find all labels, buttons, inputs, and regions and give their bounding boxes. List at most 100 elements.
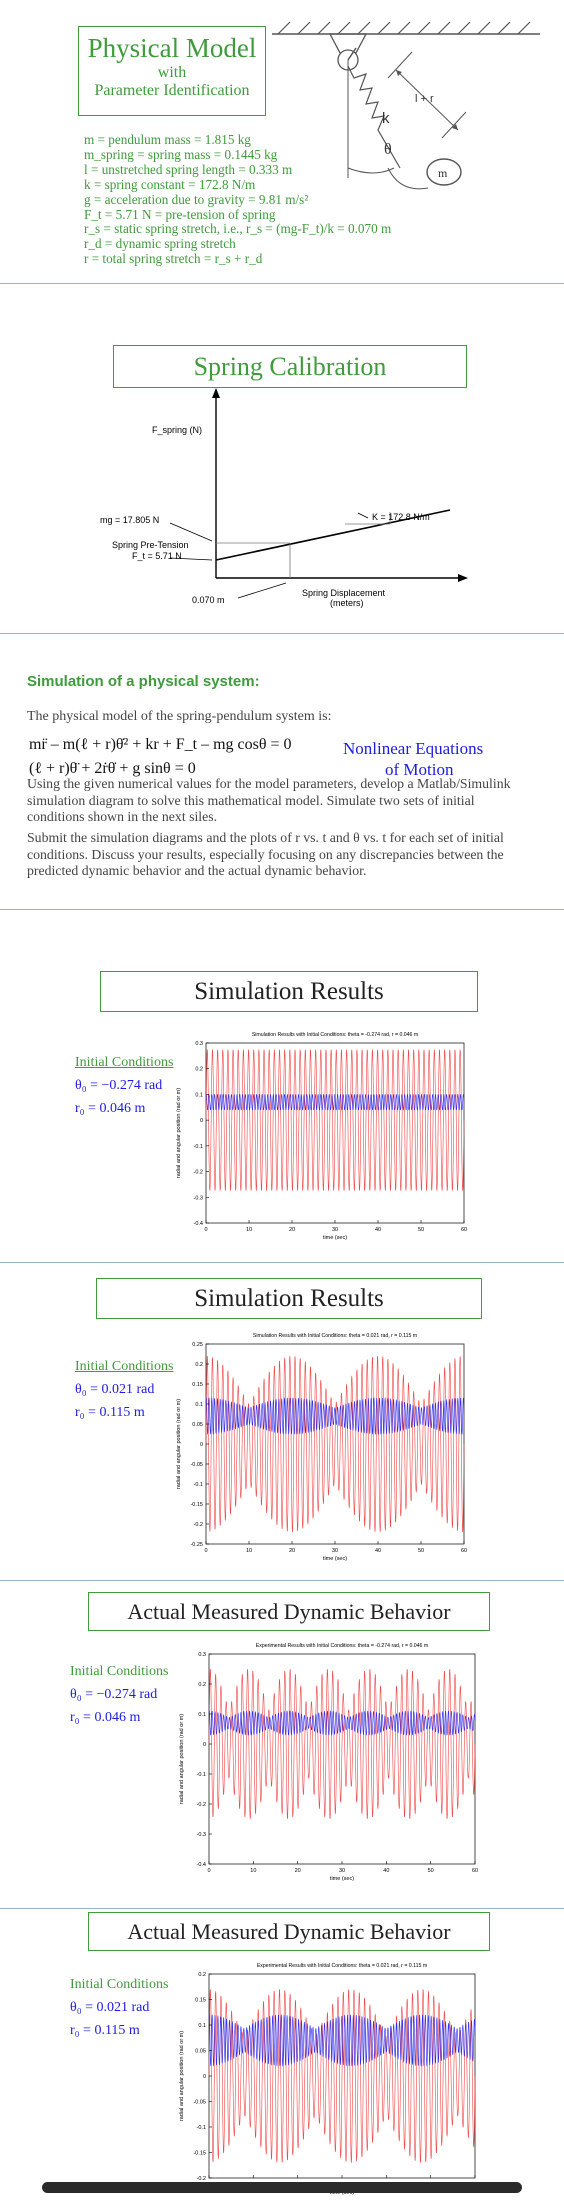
y-tick-label: 0.05 <box>195 2049 206 2055</box>
x-tick-label: 30 <box>339 1868 345 1874</box>
ft-label: F_t = 5.71 N <box>132 551 182 561</box>
y-tick-label: 0.2 <box>198 1972 206 1978</box>
x-tick-label: 10 <box>250 1868 256 1874</box>
panel-2-ic: Initial Conditions θ₀ = 0.021 rad r₀ = 0… <box>75 1355 173 1424</box>
x-tick-label: 40 <box>375 1227 381 1233</box>
y-tick-label: 0.2 <box>195 1362 203 1368</box>
mg-label: mg = 17.805 N <box>100 515 159 525</box>
y-tick-label: 0.1 <box>195 1402 203 1408</box>
panel-sim-2: Simulation Results Initial Conditions θ₀… <box>0 1262 564 1581</box>
diagram-lr-label: l + r <box>415 93 434 105</box>
nonlinear-label-2: of Motion <box>385 760 454 779</box>
chart-3: Experimental Results with Initial Condit… <box>179 1643 478 1882</box>
diagram-m-label: m <box>438 166 448 180</box>
y-tick-label: -0.3 <box>197 1832 206 1838</box>
panel-sim-1: Simulation Results Initial Conditions θ₀… <box>0 909 564 1263</box>
equation-2: (ℓ + r)θ̈ + 2ṙθ̇ + g sinθ = 0 <box>29 760 196 777</box>
chart-4: Experimental Results with Initial Condit… <box>179 1963 478 2196</box>
panel-4-theta0: θ₀ = 0.021 rad <box>70 2000 150 2015</box>
y-tick-label: -0.1 <box>194 1144 203 1150</box>
x-axis-label: time (sec) <box>330 2190 354 2196</box>
y-tick-label: 0.2 <box>195 1067 203 1073</box>
y-tick-label: 0.1 <box>195 1092 203 1098</box>
k-slope-label: K = 172.8 N/m <box>372 512 430 522</box>
x-tick-label: 60 <box>472 1868 478 1874</box>
panel-1-title-box: Simulation Results <box>100 971 478 1012</box>
series-line-0 <box>205 1355 465 1533</box>
panel-1-title: Simulation Results <box>194 978 384 1005</box>
y-tick-label: -0.4 <box>197 1862 206 1868</box>
panel-3-theta0: θ₀ = −0.274 rad <box>70 1687 158 1702</box>
param-l: l = unstretched spring length = 0.333 m <box>84 161 293 177</box>
fspring-label: F_spring (N) <box>152 425 202 435</box>
panel-3-r0: r₀ = 0.046 m <box>70 1710 141 1725</box>
x-axis-label: time (sec) <box>330 1876 354 1882</box>
scroll-indicator[interactable] <box>42 2182 522 2193</box>
x070-label: 0.070 m <box>192 595 225 605</box>
y-tick-label: -0.1 <box>194 1482 203 1488</box>
x-tick-label: 50 <box>418 1548 424 1554</box>
series-line-1 <box>205 1396 465 1435</box>
y-tick-label: -0.2 <box>197 1802 206 1808</box>
spring-calibration-chart: F_spring (N) mg = 17.805 N Spring Pre-Te… <box>100 388 468 608</box>
series-line-1 <box>208 2014 476 2067</box>
y-tick-label: 0.05 <box>192 1422 203 1428</box>
sim-paragraph-1: Using the given numerical values for the… <box>27 776 511 824</box>
series-line-0 <box>205 1049 465 1191</box>
chart-title: Experimental Results with Initial Condit… <box>257 1963 427 1969</box>
sim-paragraph-2: Submit the simulation diagrams and the p… <box>27 830 504 878</box>
panel-actual-1: Actual Measured Dynamic Behavior Initial… <box>0 1580 564 1909</box>
x-tick-label: 20 <box>289 1548 295 1554</box>
y-tick-label: 0.15 <box>192 1382 203 1388</box>
y-tick-label: 0.3 <box>198 1652 206 1658</box>
y-tick-label: 0.1 <box>198 1712 206 1718</box>
x-tick-label: 20 <box>289 1227 295 1233</box>
y-tick-label: -0.2 <box>197 2176 206 2182</box>
y-tick-label: 0.3 <box>195 1041 203 1047</box>
panel-4-ic-label: Initial Conditions <box>70 1977 169 1992</box>
x-tick-label: 30 <box>332 1548 338 1554</box>
panel-1-theta0: θ₀ = −0.274 rad <box>75 1078 163 1093</box>
spring-title: Spring Calibration <box>193 352 387 381</box>
param-ft: F_t = 5.71 N = pre-tension of spring <box>84 206 276 222</box>
y-tick-label: 0 <box>203 1742 206 1748</box>
page-title: Physical Model <box>87 33 257 63</box>
y-tick-label: 0 <box>203 2074 206 2080</box>
y-tick-label: 0 <box>200 1118 203 1124</box>
y-tick-label: 0.2 <box>198 1682 206 1688</box>
y-tick-label: -0.4 <box>194 1221 203 1227</box>
displacement-unit: (meters) <box>330 598 364 608</box>
panel-1-ic: Initial Conditions θ₀ = −0.274 rad r₀ = … <box>75 1051 173 1120</box>
panel-actual-2: Actual Measured Dynamic Behavior Initial… <box>0 1908 564 2204</box>
panel-1-r0: r₀ = 0.046 m <box>75 1101 146 1116</box>
panel-1-ic-label: Initial Conditions <box>75 1055 174 1070</box>
y-tick-label: -0.2 <box>194 1522 203 1528</box>
y-tick-label: 0.15 <box>195 1998 206 2004</box>
series-line-0 <box>208 1989 476 2163</box>
y-tick-label: -0.25 <box>190 1542 203 1548</box>
x-tick-label: 0 <box>204 1227 207 1233</box>
panel-2-r0: r₀ = 0.115 m <box>75 1405 145 1420</box>
equation-1: mr̈ – m(ℓ + r)θ̇² + kr + F_t – mg cosθ =… <box>29 736 292 753</box>
y-tick-label: 0.1 <box>198 2023 206 2029</box>
x-tick-label: 20 <box>295 1868 301 1874</box>
panel-3-ic: Initial Conditions θ₀ = −0.274 rad r₀ = … <box>70 1660 168 1729</box>
panel-2-title-box: Simulation Results <box>96 1278 482 1319</box>
y-axis-label: radial and angular position (rad or m) <box>176 1399 182 1489</box>
y-tick-label: -0.05 <box>193 2100 206 2106</box>
chart-1: Simulation Results with Initial Conditio… <box>176 1032 467 1241</box>
y-tick-label: -0.3 <box>194 1195 203 1201</box>
y-axis-label: radial and angular position (rad or m) <box>176 1088 182 1178</box>
spring-title-box: Spring Calibration <box>113 345 467 388</box>
y-tick-label: -0.15 <box>190 1502 203 1508</box>
x-tick-label: 40 <box>383 1868 389 1874</box>
series-line-1 <box>208 1710 476 1736</box>
x-tick-label: 50 <box>428 1868 434 1874</box>
panel-4-title-box: Actual Measured Dynamic Behavior <box>88 1912 490 1951</box>
y-tick-label: -0.1 <box>197 1772 206 1778</box>
y-axis-label: radial and angular position (rad or m) <box>179 1714 185 1804</box>
param-m: m = pendulum mass = 1.815 kg <box>84 132 251 147</box>
x-tick-label: 10 <box>246 1227 252 1233</box>
displacement-label: Spring Displacement <box>302 588 386 598</box>
x-tick-label: 40 <box>375 1548 381 1554</box>
